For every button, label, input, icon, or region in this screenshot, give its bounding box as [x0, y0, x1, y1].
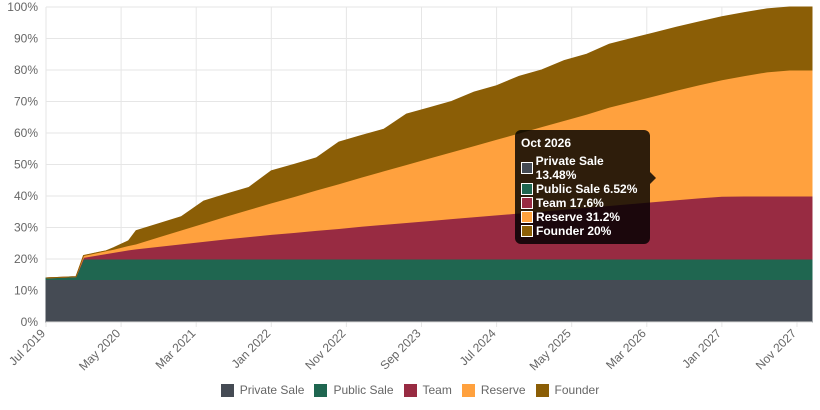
y-axis: 0% 10% 20% 30% 40% 50% 60% 70% 80% 90% 100%: [7, 0, 38, 329]
x-axis: Jul 2019 May 2020 Mar 2021 Jan 2022 Nov 2022…: [6, 321, 812, 373]
x-tick-label: Mar 2021: [153, 326, 199, 372]
y-tick-label: 90%: [14, 32, 38, 46]
y-tick-label: 50%: [14, 158, 38, 172]
tooltip-row: Team 17.6%: [521, 196, 644, 210]
tooltip-label: Team 17.6%: [536, 196, 604, 210]
legend-swatch: [220, 383, 234, 397]
x-tick-label: Jul 2024: [457, 326, 499, 368]
x-tick-label: May 2025: [527, 326, 574, 373]
x-tick-label: Jan 2027: [679, 326, 724, 371]
x-tick-label: Nov 2022: [302, 326, 348, 372]
legend-item-founder[interactable]: Founder: [535, 383, 600, 397]
tooltip-swatch: [521, 197, 533, 209]
tooltip-caret: [650, 172, 656, 184]
tooltip-label: Reserve 31.2%: [536, 210, 621, 224]
legend-label: Private Sale: [239, 383, 305, 397]
tooltip-swatch: [521, 225, 533, 237]
legend-label: Team: [422, 383, 452, 397]
x-tick-label: Nov 2027: [753, 326, 799, 372]
tooltip-swatch: [521, 162, 533, 174]
legend-item-public-sale[interactable]: Public Sale: [314, 383, 394, 397]
x-tick-label: May 2020: [76, 326, 123, 373]
legend-label: Founder: [554, 383, 600, 397]
x-tick-label: Jul 2019: [6, 326, 48, 368]
legend-label: Public Sale: [333, 383, 394, 397]
tooltip-label: Private Sale 13.48%: [535, 154, 604, 182]
tooltip-swatch: [521, 211, 533, 223]
x-tick-label: Sep 2023: [377, 326, 423, 372]
legend-label: Reserve: [480, 383, 526, 397]
tooltip-row: Reserve 31.2%: [521, 210, 644, 224]
chart-legend: Private Sale Public Sale Team Reserve Founde…: [0, 383, 820, 397]
tooltip-label: Public Sale 6.52%: [536, 182, 638, 196]
tooltip-row: Private Sale 13.48%: [521, 154, 644, 182]
series-area-public-sale[interactable]: [45, 258, 813, 281]
y-tick-label: 30%: [14, 221, 38, 235]
y-tick-label: 60%: [14, 126, 38, 140]
tooltip-row: Public Sale 6.52%: [521, 182, 644, 196]
area-series-group: [45, 6, 813, 323]
y-tick-label: 20%: [14, 252, 38, 266]
chart-tooltip: Oct 2026 Private Sale 13.48% Public Sale …: [515, 130, 656, 244]
tooltip-row: Founder 20%: [521, 224, 644, 238]
tooltip-title: Oct 2026: [521, 136, 572, 150]
y-tick-label: 0%: [21, 315, 39, 329]
legend-swatch: [535, 383, 549, 397]
y-tick-label: 70%: [14, 95, 38, 109]
x-tick-label: Mar 2026: [603, 326, 649, 372]
legend-swatch: [314, 383, 328, 397]
series-area-private-sale[interactable]: [45, 279, 813, 323]
legend-swatch: [461, 383, 475, 397]
y-tick-label: 100%: [7, 0, 38, 14]
legend-swatch: [403, 383, 417, 397]
y-tick-label: 10%: [14, 284, 38, 298]
legend-item-team[interactable]: Team: [403, 383, 452, 397]
tooltip-swatch: [521, 183, 533, 195]
x-tick-label: Jan 2022: [229, 326, 274, 371]
y-tick-label: 40%: [14, 189, 38, 203]
tooltip-label: Founder 20%: [536, 224, 612, 238]
series-area-founder[interactable]: [45, 6, 813, 279]
legend-item-reserve[interactable]: Reserve: [461, 383, 526, 397]
legend-item-private-sale[interactable]: Private Sale: [220, 383, 305, 397]
y-tick-label: 80%: [14, 63, 38, 77]
